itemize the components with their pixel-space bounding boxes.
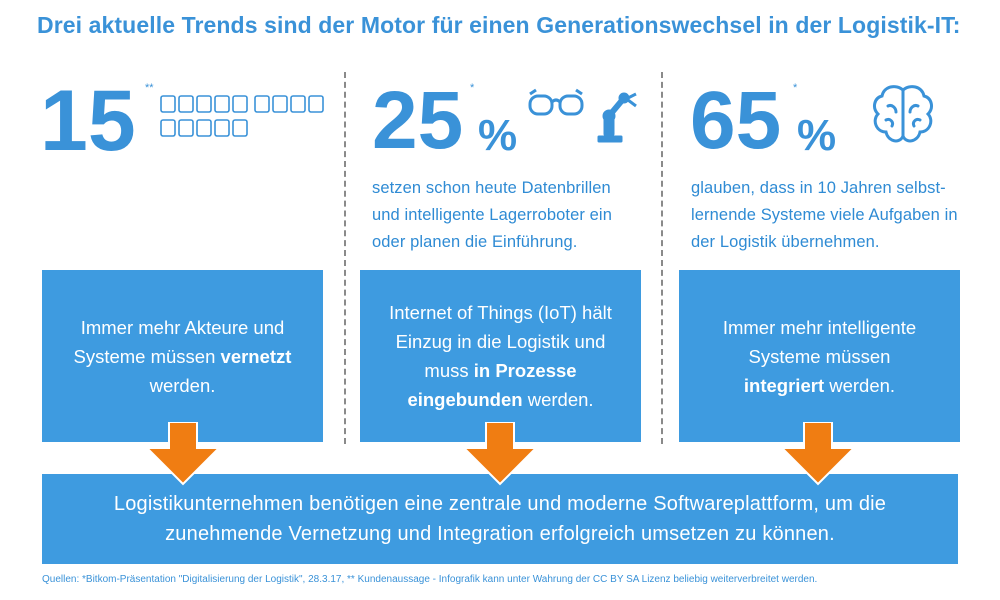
box-text-pre: Immer mehr Akteure und Systeme müssen	[73, 316, 285, 367]
stat-description: setzen schon heute Datenbrillen und inte…	[372, 179, 612, 251]
percent-sign: %	[478, 111, 518, 160]
percent-sign: %	[797, 111, 837, 160]
stat-number-15: 15	[40, 73, 136, 169]
box-text-bold: in Prozesse eingebunden	[407, 360, 577, 410]
down-arrow-icon	[461, 422, 539, 486]
info-box-iot: Internet of Things (IoT) hält Einzug in …	[360, 270, 641, 442]
conclusion-text: Logistikunternehmen benötigen eine zentr…	[113, 493, 887, 545]
box-text-pre: Immer mehr intelligente Systeme müssen	[722, 316, 917, 367]
footnote-marker: *	[470, 82, 475, 94]
down-arrow-icon	[144, 422, 222, 486]
glasses-icon	[528, 88, 584, 116]
box-text-bold: vernetzt	[220, 345, 292, 367]
box-text-post: werden.	[149, 374, 216, 396]
stat-number-25: 25	[372, 75, 464, 166]
down-arrow-icon	[779, 422, 857, 486]
stat-number-65: 65	[690, 75, 782, 166]
robot-arm-icon	[597, 92, 637, 143]
source-footer: Quellen: *Bitkom-Präsentation "Digitalis…	[42, 574, 818, 585]
box-text-post: werden.	[522, 389, 594, 410]
column-divider-right	[661, 72, 663, 444]
info-box-integration: Immer mehr intelligente Systeme müssen i…	[679, 270, 960, 442]
footnote-marker: *	[793, 82, 798, 94]
stat-description: glauben, dass in 10 Jahren selbst-lernen…	[691, 179, 958, 251]
box-text-pre: Internet of Things (IoT) hält Einzug in …	[389, 302, 612, 381]
box-text-bold: integriert	[743, 374, 825, 396]
column-divider-left	[344, 72, 346, 444]
brain-icon	[873, 85, 933, 143]
device-icons-row	[160, 95, 324, 137]
footnote-marker: **	[145, 82, 154, 94]
box-text-post: werden.	[824, 374, 896, 396]
conclusion-box: Logistikunternehmen benötigen eine zentr…	[42, 474, 958, 564]
info-box-vernetzung: Immer mehr Akteure und Systeme müssen ve…	[42, 270, 323, 442]
page-title: Drei aktuelle Trends sind der Motor für …	[37, 12, 961, 38]
